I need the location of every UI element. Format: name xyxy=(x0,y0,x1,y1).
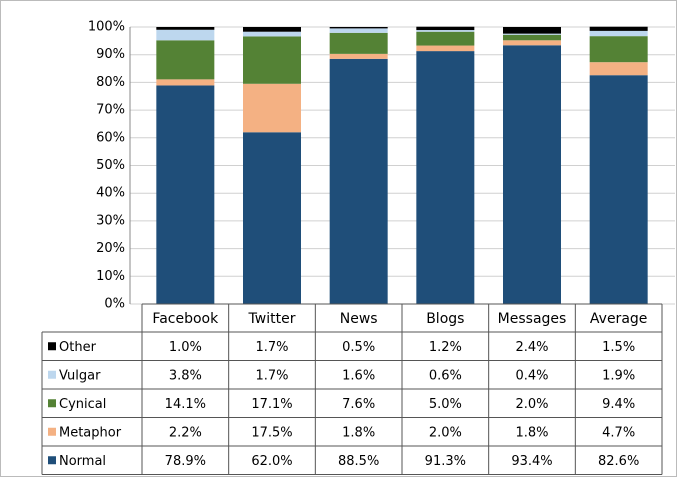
bar-segment xyxy=(243,31,301,37)
table-value: 88.5% xyxy=(338,454,379,469)
bar-segment xyxy=(243,83,301,133)
category-label: News xyxy=(340,311,378,327)
bar-segment xyxy=(156,40,215,80)
table-value: 1.8% xyxy=(342,425,375,440)
bar-segment xyxy=(243,36,301,84)
table-value: 14.1% xyxy=(165,397,206,412)
y-tick-label: 100% xyxy=(88,20,125,35)
table-value: 62.0% xyxy=(251,454,292,469)
table-value: 78.9% xyxy=(165,454,206,469)
legend-label: Metaphor xyxy=(59,425,122,440)
bar-segment xyxy=(156,85,215,305)
bar-segment xyxy=(503,40,561,46)
bar-segment xyxy=(329,58,388,305)
table-value: 93.4% xyxy=(511,454,552,469)
bar-segment xyxy=(503,45,561,304)
bar-segment xyxy=(243,132,301,304)
bar-segment xyxy=(156,29,215,41)
y-tick-label: 10% xyxy=(96,269,125,284)
table-value: 0.4% xyxy=(515,368,548,383)
y-tick-label: 20% xyxy=(96,241,125,256)
table-value: 91.3% xyxy=(425,454,466,469)
category-label: Facebook xyxy=(152,311,219,327)
table-value: 82.6% xyxy=(598,454,639,469)
table-value: 2.2% xyxy=(169,425,202,440)
bar-segment xyxy=(503,33,561,35)
y-tick-label: 80% xyxy=(96,75,125,90)
legend-swatch xyxy=(48,427,56,436)
bar-segment xyxy=(156,79,215,86)
table-value: 17.1% xyxy=(251,397,292,412)
category-label: Blogs xyxy=(426,311,464,327)
bar-segment xyxy=(503,34,561,41)
bar-segment xyxy=(416,31,475,46)
table-value: 1.7% xyxy=(255,340,288,355)
y-tick-label: 90% xyxy=(96,47,125,62)
table-value: 5.0% xyxy=(429,397,462,412)
table-value: 1.2% xyxy=(429,340,462,355)
table-value: 1.7% xyxy=(255,368,288,383)
bar-segment xyxy=(416,30,475,32)
bar-segment xyxy=(416,45,475,52)
category-label: Messages xyxy=(498,311,567,327)
legend-swatch xyxy=(48,456,56,465)
y-tick-label: 60% xyxy=(96,130,125,145)
bar-segment xyxy=(589,36,648,63)
bar-segment xyxy=(503,27,561,34)
table-value: 4.7% xyxy=(602,425,635,440)
bar-segment xyxy=(589,75,648,304)
table-value: 0.5% xyxy=(342,340,375,355)
table-value: 1.5% xyxy=(602,340,635,355)
category-label: Twitter xyxy=(248,311,296,327)
y-tick-label: 40% xyxy=(96,186,125,201)
table-value: 1.6% xyxy=(342,368,375,383)
table-value: 7.6% xyxy=(342,397,375,412)
table-value: 1.0% xyxy=(169,340,202,355)
bar-segment xyxy=(243,27,301,32)
bar-segment xyxy=(416,51,475,304)
bar-segment xyxy=(329,32,388,54)
table-value: 3.8% xyxy=(169,368,202,383)
table-value: 2.4% xyxy=(515,340,548,355)
table-value: 17.5% xyxy=(251,425,292,440)
table-value: 2.0% xyxy=(515,397,548,412)
bar-segment xyxy=(416,26,475,31)
bar-segment xyxy=(329,28,388,33)
table-value: 9.4% xyxy=(602,397,635,412)
legend-swatch xyxy=(48,370,56,379)
table-value: 1.8% xyxy=(515,425,548,440)
legend-label: Cynical xyxy=(59,397,106,412)
table-value: 2.0% xyxy=(429,425,462,440)
y-tick-label: 50% xyxy=(96,158,125,173)
table-value: 0.6% xyxy=(429,368,462,383)
bar-segment xyxy=(329,53,388,59)
category-label: Average xyxy=(590,311,648,327)
legend-label: Vulgar xyxy=(59,368,101,383)
legend-swatch xyxy=(48,399,56,408)
bar-segment xyxy=(589,26,648,31)
bar-segment xyxy=(589,30,648,37)
y-tick-label: 30% xyxy=(96,213,125,228)
legend-swatch xyxy=(48,342,56,351)
legend-label: Normal xyxy=(59,454,106,469)
bar-segment xyxy=(329,27,388,29)
y-tick-label: 70% xyxy=(96,103,125,118)
y-tick-label: 0% xyxy=(104,297,125,312)
table-value: 1.9% xyxy=(602,368,635,383)
bar-segment xyxy=(589,62,648,76)
bar-segment xyxy=(156,27,215,30)
legend-label: Other xyxy=(59,340,97,355)
